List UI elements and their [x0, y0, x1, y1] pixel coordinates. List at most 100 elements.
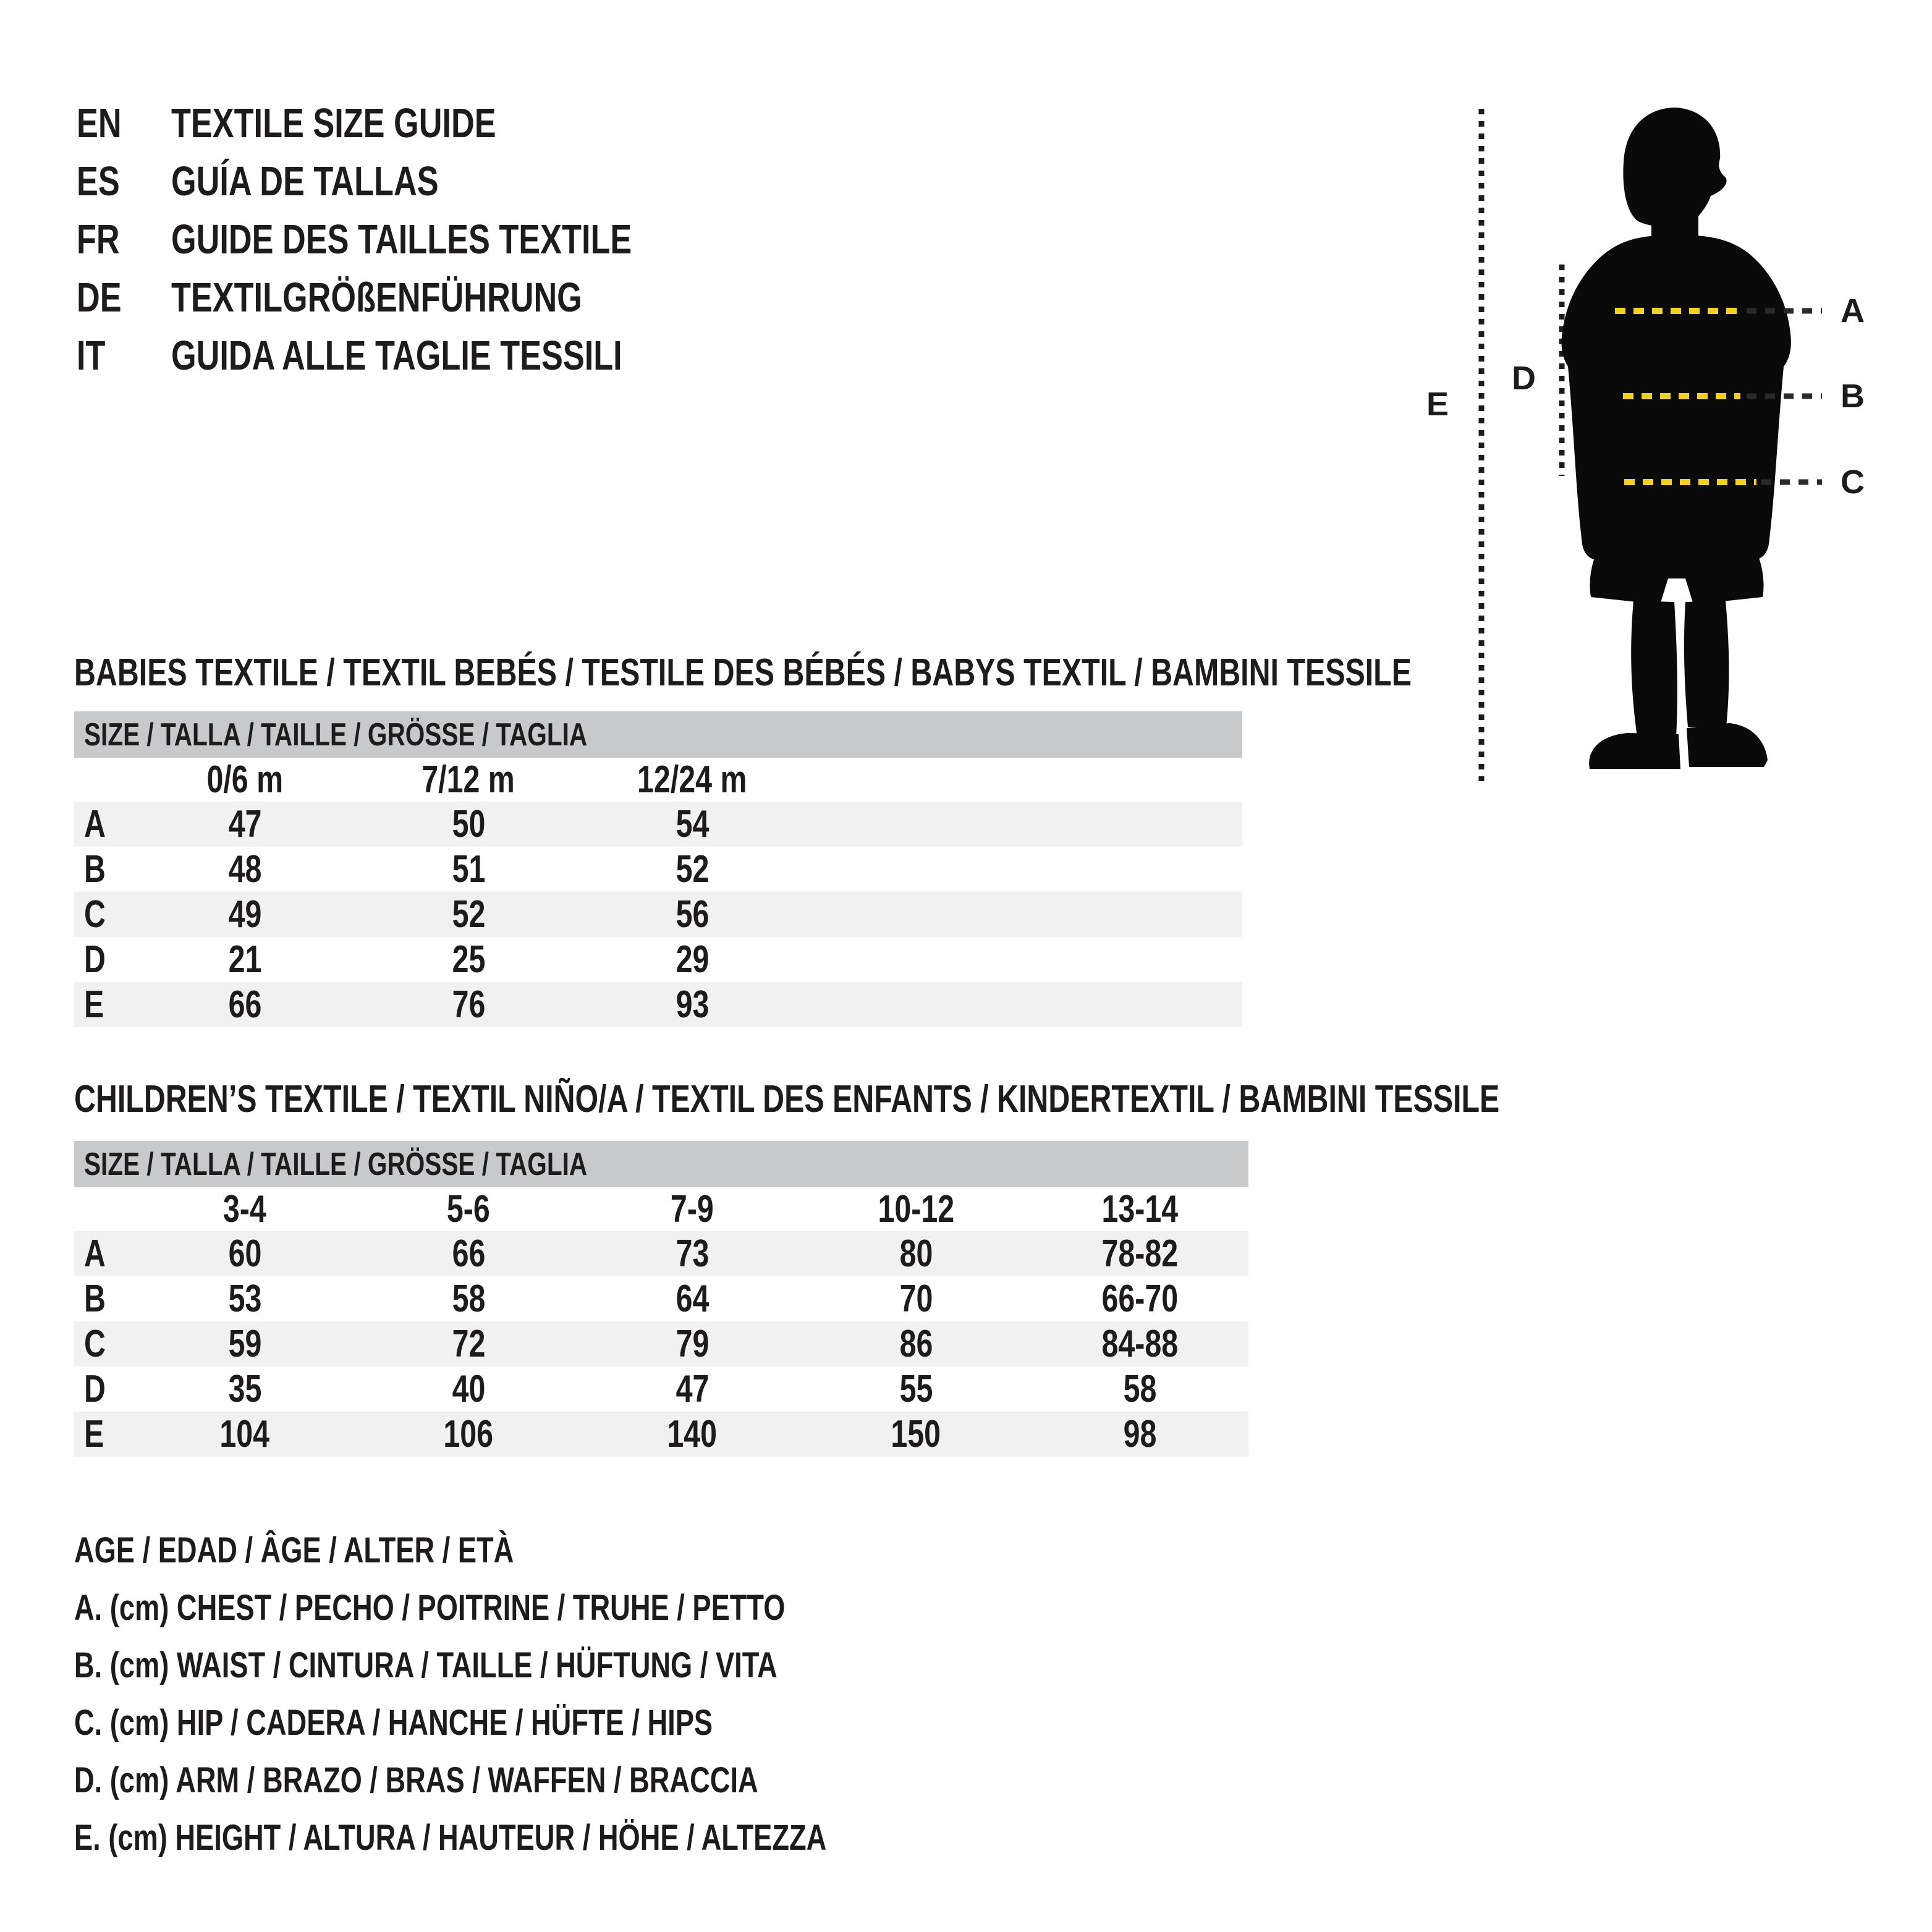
cell: 98 — [1028, 1412, 1252, 1456]
measure-label-d: D — [1512, 360, 1536, 397]
language-code: FR — [77, 216, 171, 263]
cell: 54 — [580, 802, 804, 846]
row-label: A — [74, 1232, 133, 1276]
cell-value: 48 — [228, 848, 261, 891]
column-header-text: 13-14 — [1101, 1188, 1178, 1231]
cell: 66 — [357, 1232, 580, 1276]
column-header-text: 7-9 — [671, 1188, 714, 1231]
language-code: IT — [77, 332, 171, 379]
cell-value: 66-70 — [1101, 1277, 1178, 1320]
column-header: 12/24 m — [580, 758, 804, 802]
column-header: 13-14 — [1028, 1187, 1252, 1231]
children-column-header-row: 3-4 5-6 7-9 10-12 13-14 — [74, 1187, 1248, 1231]
cell: 84-88 — [1028, 1322, 1252, 1366]
cell-value: 150 — [891, 1413, 941, 1455]
legend-line-hip: C. (cm) HIP / CADERA / HANCHE / HÜFTE / … — [74, 1694, 1039, 1752]
cell-value: 35 — [228, 1368, 261, 1410]
cell-value: 58 — [1123, 1368, 1156, 1410]
cell: 50 — [357, 802, 580, 846]
silhouette-left-leg — [1631, 601, 1677, 737]
cell: 48 — [133, 847, 357, 891]
language-title-text: GUÍA DE TALLAS — [171, 158, 439, 205]
cell-value: 47 — [676, 1368, 709, 1410]
cell-value: 73 — [676, 1232, 709, 1275]
cell-value: 51 — [452, 848, 485, 891]
cell: 53 — [133, 1277, 357, 1321]
column-header-text: 10-12 — [878, 1188, 954, 1231]
cell: 104 — [133, 1412, 357, 1456]
cell: 52 — [580, 847, 804, 891]
table-row: D 21 25 29 — [74, 937, 1242, 982]
column-header-text: 0/6 m — [206, 758, 283, 801]
legend-text: B. (cm) WAIST / CINTURA / TAILLE / HÜFTU… — [74, 1645, 777, 1685]
row-label: D — [74, 1367, 133, 1411]
table-row: E 66 76 93 — [74, 982, 1242, 1027]
column-header: 7-9 — [580, 1187, 804, 1231]
column-header: 7/12 m — [357, 758, 580, 802]
table-row: C 59 72 79 86 84-88 — [74, 1321, 1248, 1366]
cell-value: 21 — [228, 938, 261, 981]
legend-text: A. (cm) CHEST / PECHO / POITRINE / TRUHE… — [74, 1588, 786, 1628]
silhouette-head — [1623, 108, 1727, 227]
children-table-header-bar: SIZE / TALLA / TAILLE / GRÖSSE / TAGLIA — [74, 1141, 1248, 1187]
row-label-text: B — [84, 1277, 106, 1320]
cell-value: 52 — [676, 848, 709, 891]
cell: 21 — [133, 938, 357, 981]
language-code-text: EN — [77, 100, 122, 146]
babies-section-heading: BABIES TEXTILE / TEXTIL BEBÉS / TESTILE … — [74, 654, 1789, 692]
children-size-table: SIZE / TALLA / TAILLE / GRÖSSE / TAGLIA … — [74, 1141, 1248, 1457]
legend-line-waist: B. (cm) WAIST / CINTURA / TAILLE / HÜFTU… — [74, 1637, 1039, 1694]
cell: 66-70 — [1028, 1277, 1252, 1321]
table-row: A 47 50 54 — [74, 802, 1242, 847]
column-header-text: 7/12 m — [422, 758, 515, 801]
cell: 64 — [580, 1277, 804, 1321]
cell: 55 — [804, 1367, 1028, 1411]
language-row: IT GUIDA ALLE TAGLIE TESSILI — [77, 326, 761, 384]
row-label: C — [74, 892, 133, 936]
legend-text: D. (cm) ARM / BRAZO / BRAS / WAFFEN / BR… — [74, 1760, 758, 1800]
measure-label-c: C — [1841, 464, 1865, 501]
measurement-legend: AGE / EDAD / ÂGE / ALTER / ETÀ A. (cm) C… — [74, 1522, 1039, 1866]
column-header-text: 3-4 — [223, 1188, 266, 1231]
silhouette-left-shoe — [1589, 733, 1680, 769]
child-measurement-figure — [1478, 108, 1822, 781]
language-code: EN — [77, 100, 171, 147]
cell-value: 59 — [228, 1323, 261, 1365]
language-code-text: ES — [77, 158, 120, 205]
cell-value: 54 — [676, 803, 709, 845]
cell: 150 — [804, 1412, 1028, 1456]
cell-value: 50 — [452, 803, 485, 845]
cell-value: 58 — [452, 1277, 485, 1320]
cell: 106 — [357, 1412, 580, 1456]
cell-value: 140 — [667, 1413, 718, 1455]
language-title-text: TEXTILE SIZE GUIDE — [171, 100, 496, 146]
children-heading-text: CHILDREN’S TEXTILE / TEXTIL NIÑO/A / TEX… — [74, 1078, 1500, 1121]
row-label-text: D — [84, 1368, 106, 1410]
cell: 72 — [357, 1322, 580, 1366]
cell: 73 — [580, 1232, 804, 1276]
row-label-text: A — [84, 803, 106, 845]
silhouette-right-shoe — [1687, 723, 1768, 767]
cell: 86 — [804, 1322, 1028, 1366]
cell-value: 106 — [443, 1413, 494, 1455]
language-code: ES — [77, 158, 171, 205]
cell: 25 — [357, 938, 580, 981]
language-code-text: DE — [77, 274, 122, 321]
silhouette-torso — [1561, 235, 1791, 560]
cell-value: 55 — [899, 1368, 933, 1410]
table-row: A 60 66 73 80 78-82 — [74, 1231, 1248, 1276]
cell-value: 70 — [899, 1277, 933, 1320]
cell-value: 76 — [452, 983, 485, 1026]
cell-value: 86 — [899, 1323, 933, 1365]
measure-label-e: E — [1426, 386, 1449, 423]
children-section-heading: CHILDREN’S TEXTILE / TEXTIL NIÑO/A / TEX… — [74, 1080, 1902, 1119]
cell-value: 25 — [452, 938, 485, 981]
cell: 66 — [133, 983, 357, 1027]
cell-value: 78-82 — [1101, 1232, 1178, 1275]
cell: 93 — [580, 983, 804, 1027]
row-label: E — [74, 983, 133, 1027]
cell: 80 — [804, 1232, 1028, 1276]
babies-column-header-row: 0/6 m 7/12 m 12/24 m — [74, 758, 1242, 802]
legend-line-chest: A. (cm) CHEST / PECHO / POITRINE / TRUHE… — [74, 1579, 1039, 1637]
cell: 78-82 — [1028, 1232, 1252, 1276]
